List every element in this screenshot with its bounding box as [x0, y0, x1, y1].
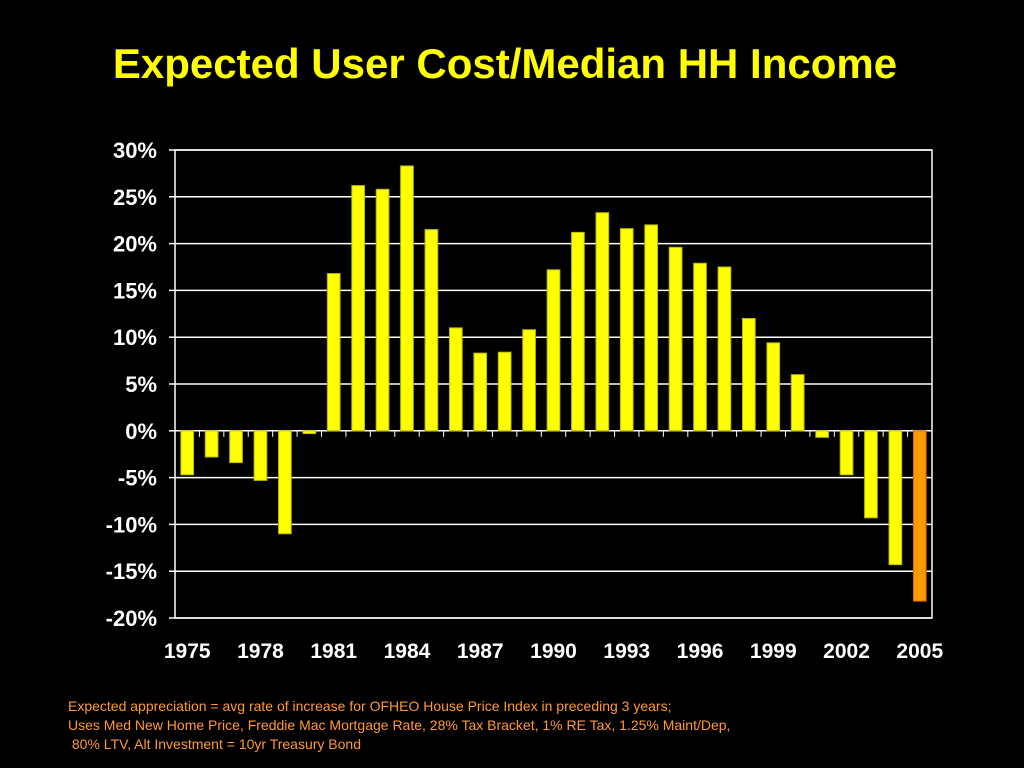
- bar: [302, 430, 317, 435]
- bar: [742, 317, 756, 432]
- bar: [815, 430, 829, 438]
- bar: [668, 246, 683, 432]
- y-tick-label: -20%: [106, 606, 157, 631]
- x-axis-ticks: 1975 1978 1981 1984 1987 1990 1993 1996 1999 2002…: [164, 640, 944, 663]
- x-tick-label: 1999: [750, 640, 797, 663]
- y-tick-label: 5%: [125, 372, 157, 397]
- bar: [326, 273, 341, 432]
- bar: [644, 224, 659, 432]
- x-tick-label: 1984: [384, 640, 431, 663]
- x-tick-label: 1993: [603, 640, 650, 663]
- y-tick-label: 10%: [113, 325, 157, 350]
- bar: [888, 430, 903, 566]
- y-tick-label: 0%: [125, 419, 157, 444]
- footnotes: Expected appreciation = avg rate of incr…: [68, 697, 968, 754]
- y-tick-label: 25%: [113, 185, 157, 210]
- x-tick-label: 1978: [237, 640, 284, 663]
- bar: [864, 430, 878, 519]
- bar: [400, 165, 414, 432]
- y-tick-label: -5%: [118, 466, 157, 491]
- bar: [229, 430, 243, 464]
- bar: [497, 351, 512, 432]
- bar: [522, 329, 536, 432]
- bar: [448, 327, 463, 432]
- bar: [473, 352, 488, 432]
- y-tick-label: -15%: [106, 559, 157, 584]
- x-tick-label: 2005: [896, 640, 943, 663]
- x-tick-label: 1996: [677, 640, 724, 663]
- bar: [839, 430, 854, 476]
- bar: [571, 231, 585, 432]
- y-tick-label: 15%: [113, 278, 157, 303]
- x-tick-label: 1981: [310, 640, 357, 663]
- bar: [717, 266, 732, 432]
- bar: [253, 430, 268, 481]
- x-tick-label: 2002: [823, 640, 870, 663]
- footnote-line: Uses Med New Home Price, Freddie Mac Mor…: [68, 717, 731, 733]
- x-tick-label: 1975: [164, 640, 211, 663]
- bar: [693, 262, 707, 432]
- bar: [546, 269, 561, 432]
- footnote-line: Expected appreciation = avg rate of incr…: [68, 698, 672, 714]
- bars: [180, 165, 927, 602]
- bar: [619, 228, 634, 432]
- bar: [278, 430, 292, 535]
- x-tick-label: 1990: [530, 640, 577, 663]
- bar: [204, 430, 219, 458]
- chart-title: Expected User Cost/Median HH Income: [112, 40, 898, 87]
- footnote-line: 80% LTV, Alt Investment = 10yr Treasury …: [68, 736, 361, 752]
- bar: [180, 430, 195, 476]
- bar: [351, 185, 365, 432]
- bar: [790, 374, 805, 432]
- y-axis-ticks: 30% 25% 20% 15% 10% 5% 0% -5% -10% -15% -20%: [106, 138, 157, 631]
- bar-chart: 30%25%20%15%10%5%0%-5%-10%-15%-20% 1975 1…: [106, 138, 944, 663]
- bar: [912, 430, 927, 602]
- y-tick-label: 30%: [113, 138, 157, 163]
- y-tick-label: 20%: [113, 232, 157, 257]
- y-tick-label: -10%: [106, 512, 157, 537]
- bar: [766, 342, 781, 432]
- bar: [375, 188, 390, 432]
- bar: [424, 229, 439, 432]
- x-tick-label: 1987: [457, 640, 504, 663]
- bar: [595, 212, 610, 432]
